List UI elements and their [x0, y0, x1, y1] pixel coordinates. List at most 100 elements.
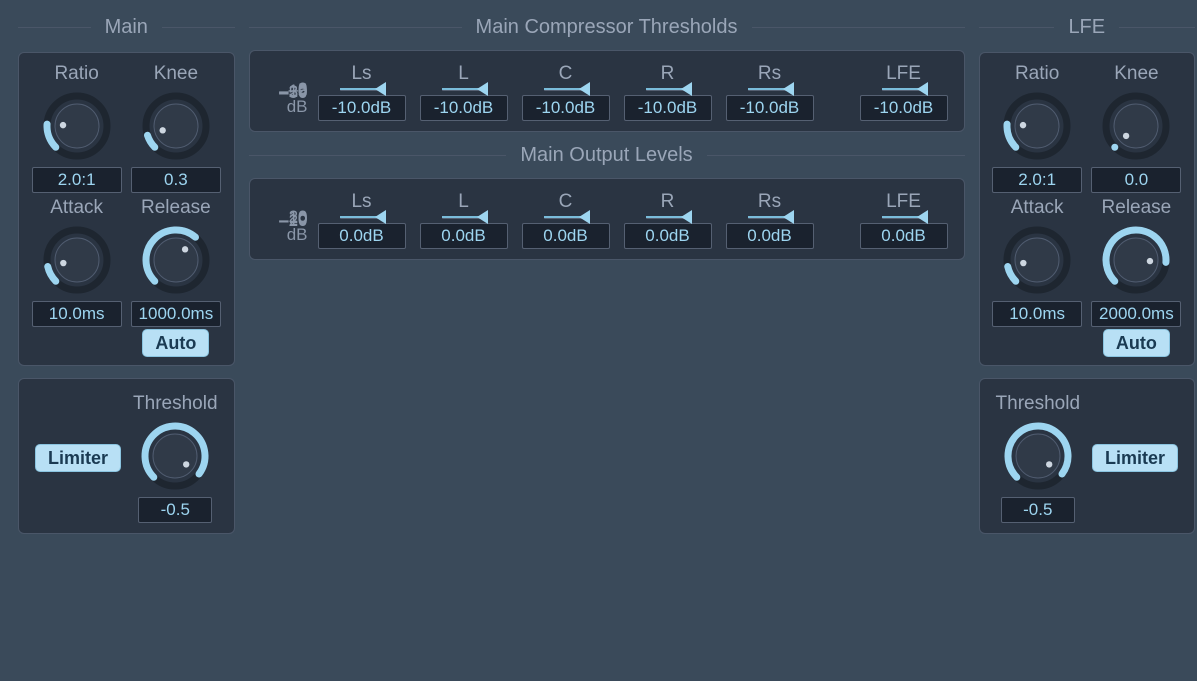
- lfe-knee-value[interactable]: 0.0: [1091, 167, 1181, 193]
- lfe-column: LFE Ratio 2.0:1 Knee 0.0 Attack: [979, 14, 1196, 667]
- main-release-knob[interactable]: [141, 225, 211, 295]
- lfe-ratio-knob[interactable]: [1002, 91, 1072, 161]
- threshold-value[interactable]: -10.0dB: [522, 95, 610, 121]
- threshold-lfe-value[interactable]: -10.0dB: [860, 95, 948, 121]
- main-attack-value[interactable]: 10.0ms: [32, 301, 122, 327]
- lfe-ratio-value[interactable]: 2.0:1: [992, 167, 1082, 193]
- lfe-attack-value[interactable]: 10.0ms: [992, 301, 1082, 327]
- output-panel: 20100–10–20 dB Ls 0.0dBL 0.0dBC 0.0dBR: [249, 178, 965, 260]
- main-limiter-button[interactable]: Limiter: [35, 444, 121, 472]
- slider-handle-icon[interactable]: [681, 82, 692, 96]
- scale-tick: –50: [262, 83, 308, 103]
- main-ratio-cell: Ratio 2.0:1: [31, 63, 122, 193]
- divider: [18, 27, 91, 28]
- threshold-meter: R -10.0dB: [624, 63, 712, 121]
- slider-handle-icon[interactable]: [917, 210, 928, 224]
- lfe-attack-label: Attack: [1011, 197, 1064, 219]
- lfe-knobs-panel: Ratio 2.0:1 Knee 0.0 Attack: [979, 52, 1196, 366]
- slider-handle-icon[interactable]: [579, 210, 590, 224]
- threshold-value[interactable]: -10.0dB: [318, 95, 406, 121]
- output-meter: Ls 0.0dB: [318, 191, 406, 249]
- lfe-release-cell: Release 2000.0ms: [1091, 197, 1182, 327]
- lfe-attack-knob[interactable]: [1002, 225, 1072, 295]
- divider: [249, 27, 462, 28]
- thresholds-section-label: Main Compressor Thresholds: [476, 16, 738, 39]
- output-value[interactable]: 0.0dB: [420, 223, 508, 249]
- plugin-root: Main Ratio 2.0:1 Knee 0.3 Attack: [0, 0, 1197, 681]
- lfe-section-header: LFE: [979, 14, 1196, 40]
- threshold-channel-label: L: [458, 63, 469, 89]
- slider-handle-icon[interactable]: [783, 210, 794, 224]
- output-value[interactable]: 0.0dB: [318, 223, 406, 249]
- output-channel-label: R: [661, 191, 675, 217]
- main-knee-cell: Knee 0.3: [130, 63, 221, 193]
- scale-tick: –20: [262, 211, 308, 231]
- main-ratio-label: Ratio: [54, 63, 98, 85]
- thresholds-section-header: Main Compressor Thresholds: [249, 14, 965, 40]
- slider-handle-icon[interactable]: [579, 82, 590, 96]
- slider-handle-icon[interactable]: [681, 210, 692, 224]
- main-limiter-panel: Limiter Threshold -0.5: [18, 378, 235, 534]
- output-value[interactable]: 0.0dB: [522, 223, 610, 249]
- lfe-limiter-button[interactable]: Limiter: [1092, 444, 1178, 472]
- main-knee-value[interactable]: 0.3: [131, 167, 221, 193]
- threshold-value[interactable]: -10.0dB: [726, 95, 814, 121]
- main-section-header: Main: [18, 14, 235, 40]
- lfe-limiter-panel: Threshold -0.5 Limiter: [979, 378, 1196, 534]
- output-meter: L 0.0dB: [420, 191, 508, 249]
- lfe-ratio-cell: Ratio 2.0:1: [992, 63, 1083, 193]
- lfe-knee-knob[interactable]: [1101, 91, 1171, 161]
- lfe-threshold-value[interactable]: -0.5: [1001, 497, 1075, 523]
- output-meter: R 0.0dB: [624, 191, 712, 249]
- slider-handle-icon[interactable]: [917, 82, 928, 96]
- output-lfe-value[interactable]: 0.0dB: [860, 223, 948, 249]
- lfe-ratio-label: Ratio: [1015, 63, 1059, 85]
- threshold-value[interactable]: -10.0dB: [420, 95, 508, 121]
- output-channel-label: Rs: [758, 191, 781, 217]
- slider-handle-icon[interactable]: [477, 82, 488, 96]
- output-value[interactable]: 0.0dB: [726, 223, 814, 249]
- main-threshold-value[interactable]: -0.5: [138, 497, 212, 523]
- main-section-label: Main: [105, 16, 148, 39]
- main-ratio-knob[interactable]: [42, 91, 112, 161]
- divider: [1119, 27, 1195, 28]
- divider: [707, 155, 965, 156]
- main-attack-knob[interactable]: [42, 225, 112, 295]
- main-release-value[interactable]: 1000.0ms: [131, 301, 221, 327]
- slider-handle-icon[interactable]: [375, 210, 386, 224]
- threshold-value[interactable]: -10.0dB: [624, 95, 712, 121]
- main-threshold-knob[interactable]: [140, 421, 210, 491]
- threshold-meter: Ls -10.0dB: [318, 63, 406, 121]
- main-knee-label: Knee: [154, 63, 198, 85]
- lfe-release-value[interactable]: 2000.0ms: [1091, 301, 1181, 327]
- slider-handle-icon[interactable]: [375, 82, 386, 96]
- lfe-release-knob[interactable]: [1101, 225, 1171, 295]
- threshold-channel-label: R: [661, 63, 675, 89]
- lfe-threshold-knob[interactable]: [1003, 421, 1073, 491]
- threshold-channel-label: C: [559, 63, 573, 89]
- divider: [162, 27, 235, 28]
- main-release-label: Release: [141, 197, 211, 219]
- lfe-knee-cell: Knee 0.0: [1091, 63, 1182, 193]
- threshold-channel-label: Ls: [351, 63, 371, 89]
- output-channel-label: Ls: [351, 191, 371, 217]
- slider-handle-icon[interactable]: [783, 82, 794, 96]
- lfe-attack-cell: Attack 10.0ms: [992, 197, 1083, 327]
- main-ratio-value[interactable]: 2.0:1: [32, 167, 122, 193]
- threshold-meter: C -10.0dB: [522, 63, 610, 121]
- main-threshold-label: Threshold: [133, 393, 218, 415]
- output-value[interactable]: 0.0dB: [624, 223, 712, 249]
- lfe-section-label: LFE: [1068, 16, 1105, 39]
- lfe-release-auto-button[interactable]: Auto: [1103, 329, 1170, 357]
- main-release-cell: Release 1000.0ms: [130, 197, 221, 327]
- main-attack-cell: Attack 10.0ms: [31, 197, 122, 327]
- output-channel-label: C: [559, 191, 573, 217]
- slider-handle-icon[interactable]: [477, 210, 488, 224]
- threshold-meter: L -10.0dB: [420, 63, 508, 121]
- main-knee-knob[interactable]: [141, 91, 211, 161]
- threshold-lfe-meter: LFE -10.0dB: [860, 63, 948, 121]
- main-release-auto-button[interactable]: Auto: [142, 329, 209, 357]
- output-channel-label: L: [458, 191, 469, 217]
- threshold-meter: Rs -10.0dB: [726, 63, 814, 121]
- output-section-label: Main Output Levels: [520, 144, 692, 167]
